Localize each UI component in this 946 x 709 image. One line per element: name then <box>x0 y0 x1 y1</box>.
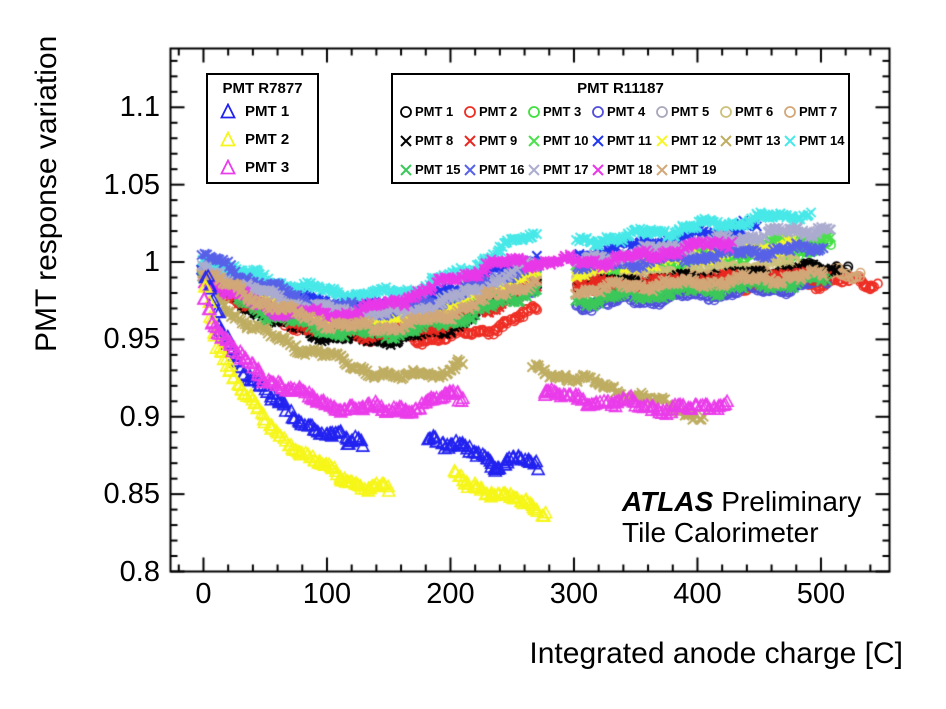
cross-marker-icon <box>784 134 796 147</box>
legend-r7877-title: PMT R7877 <box>222 80 303 97</box>
triangle-marker-icon <box>220 131 236 147</box>
legend-label: PMT 4 <box>607 104 646 119</box>
legend-entry-r11187-pmt-10: PMT 10 <box>527 133 591 148</box>
legend-label: PMT 2 <box>245 130 290 148</box>
legend-r11187-entries: PMT 1 PMT 2 PMT 3 PMT 4 PMT 5 PMT 6 PMT 7 PMT 8… <box>393 97 848 184</box>
circle-marker-icon <box>400 105 412 118</box>
legend-entry-r7877-pmt-2: PMT 2 <box>208 125 317 153</box>
legend-label: PMT 17 <box>543 162 589 177</box>
legend-entry-r11187-pmt-11: PMT 11 <box>591 133 655 148</box>
legend-r11187-title: PMT R11187 <box>577 80 664 97</box>
legend-entry-r11187-pmt-13: PMT 13 <box>719 133 783 148</box>
legend-label: PMT 8 <box>415 133 454 148</box>
legend-label: PMT 15 <box>415 162 461 177</box>
circle-marker-icon <box>592 105 604 118</box>
legend-label: PMT 11 <box>607 133 652 148</box>
x-axis-title: Integrated anode charge [C] <box>529 637 903 670</box>
legend-entry-r11187-pmt-3: PMT 3 <box>527 104 591 119</box>
annotation-block: ATLAS Preliminary Tile Calorimeter <box>622 486 861 548</box>
legend-label: PMT 6 <box>735 104 774 119</box>
legend-r7877-entries: PMT 1 PMT 2 PMT 3 <box>208 97 317 181</box>
circle-marker-icon <box>720 105 732 118</box>
legend-entry-r7877-pmt-1: PMT 1 <box>208 97 317 125</box>
legend-label: PMT 1 <box>415 104 454 119</box>
legend-entry-r11187-pmt-18: PMT 18 <box>591 162 655 177</box>
cross-marker-icon <box>464 134 476 147</box>
legend-r11187-row-1: PMT 1 PMT 2 PMT 3 PMT 4 PMT 5 PMT 6 PMT 7 <box>393 97 848 126</box>
legend-label: PMT 9 <box>479 133 518 148</box>
cross-marker-icon <box>656 134 668 147</box>
triangle-marker-icon <box>220 159 236 175</box>
circle-marker-icon <box>784 105 796 118</box>
legend-label: PMT 19 <box>671 162 717 177</box>
legend-entry-r11187-pmt-15: PMT 15 <box>399 162 463 177</box>
legend-label: PMT 2 <box>479 104 518 119</box>
legend-entry-r11187-pmt-7: PMT 7 <box>783 104 847 119</box>
legend-entry-r11187-pmt-12: PMT 12 <box>655 133 719 148</box>
legend-label: PMT 3 <box>245 158 290 176</box>
legend-entry-r7877-pmt-3: PMT 3 <box>208 153 317 181</box>
experiment-label: ATLAS <box>622 486 714 517</box>
legend-label: PMT 1 <box>245 102 290 120</box>
cross-marker-icon <box>656 163 668 176</box>
legend-entry-r11187-pmt-5: PMT 5 <box>655 104 719 119</box>
circle-marker-icon <box>464 105 476 118</box>
legend-r11187-row-3: PMT 15 PMT 16 PMT 17 PMT 18 PMT 19 <box>393 155 848 184</box>
legend-label: PMT 18 <box>607 162 653 177</box>
detector-label: Tile Calorimeter <box>622 517 819 548</box>
y-axis-title: PMT response variation <box>30 35 63 352</box>
legend-entry-r11187-pmt-17: PMT 17 <box>527 162 591 177</box>
legend-label: PMT 16 <box>479 162 525 177</box>
legend-entry-r11187-pmt-4: PMT 4 <box>591 104 655 119</box>
legend-entry-r11187-pmt-8: PMT 8 <box>399 133 463 148</box>
legend-label: PMT 7 <box>799 104 838 119</box>
legend-r11187-row-2: PMT 8 PMT 9 PMT 10 PMT 11 PMT 12 PMT 13 PMT 14 <box>393 126 848 155</box>
legend-label: PMT 13 <box>735 133 781 148</box>
annotation-line1: ATLAS Preliminary <box>622 486 861 517</box>
legend-entry-r11187-pmt-1: PMT 1 <box>399 104 463 119</box>
legend-entry-r11187-pmt-19: PMT 19 <box>655 162 719 177</box>
legend-entry-r11187-pmt-2: PMT 2 <box>463 104 527 119</box>
legend-label: PMT 12 <box>671 133 717 148</box>
cross-marker-icon <box>528 163 540 176</box>
triangle-marker-icon <box>220 103 236 119</box>
legend-label: PMT 10 <box>543 133 589 148</box>
status-label: Preliminary <box>721 486 862 517</box>
legend-r7877: PMT R7877 PMT 1 PMT 2 PMT 3 <box>206 73 319 184</box>
legend-entry-r11187-pmt-9: PMT 9 <box>463 133 527 148</box>
cross-marker-icon <box>528 134 540 147</box>
cross-marker-icon <box>720 134 732 147</box>
legend-label: PMT 14 <box>799 133 845 148</box>
legend-entry-r11187-pmt-14: PMT 14 <box>783 133 847 148</box>
cross-marker-icon <box>400 134 412 147</box>
circle-marker-icon <box>656 105 668 118</box>
cross-marker-icon <box>464 163 476 176</box>
cross-marker-icon <box>400 163 412 176</box>
legend-entry-r11187-pmt-6: PMT 6 <box>719 104 783 119</box>
legend-r11187: PMT R11187 PMT 1 PMT 2 PMT 3 PMT 4 PMT 5 PMT … <box>391 73 850 184</box>
legend-label: PMT 5 <box>671 104 710 119</box>
legend-entry-r11187-pmt-16: PMT 16 <box>463 162 527 177</box>
circle-marker-icon <box>528 105 540 118</box>
cross-marker-icon <box>592 134 604 147</box>
cross-marker-icon <box>592 163 604 176</box>
legend-label: PMT 3 <box>543 104 582 119</box>
